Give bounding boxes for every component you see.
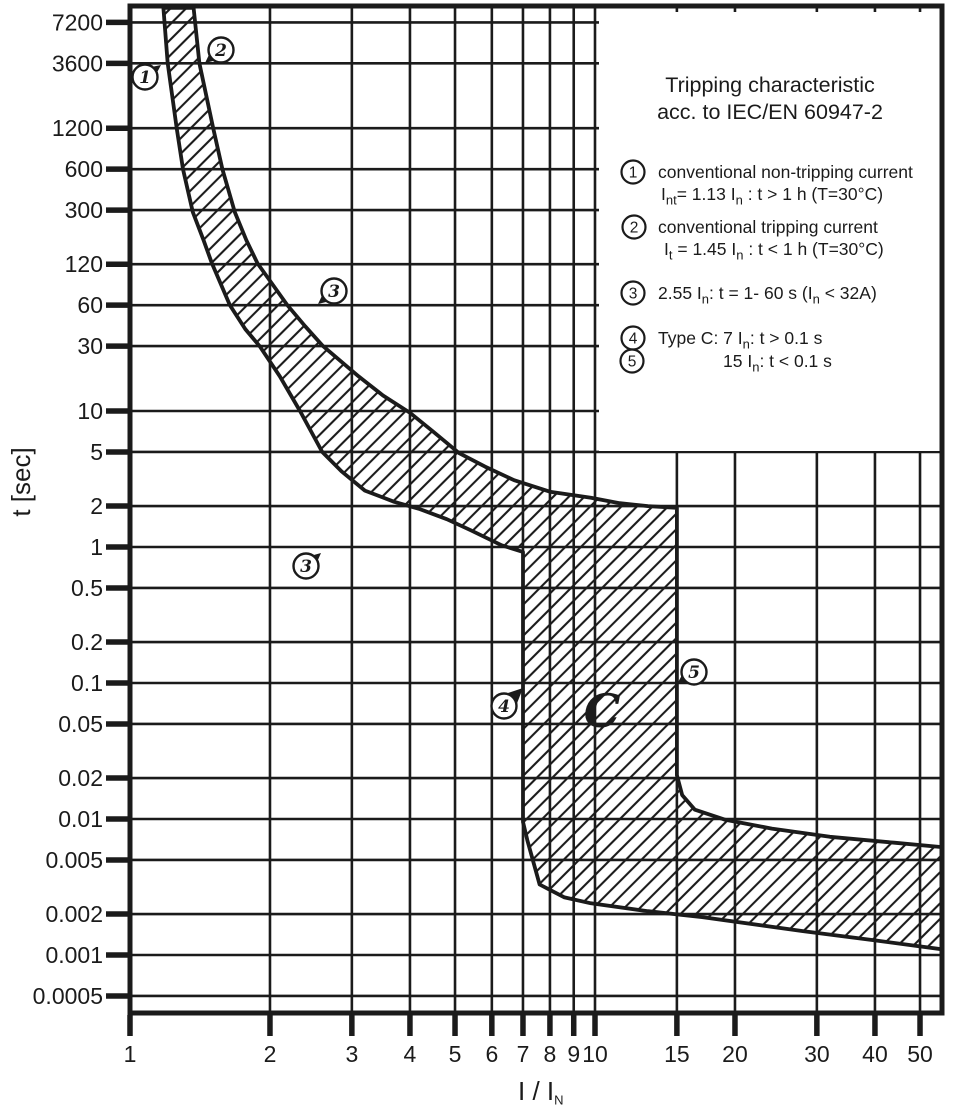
axes: 7200360012006003001206030105210.50.20.10… [6,9,933,1107]
y-tick-label: 0.0005 [33,983,103,1009]
y-tick-label: 0.001 [45,942,103,968]
x-tick-label: 2 [264,1041,277,1067]
y-tick-label: 120 [65,251,103,277]
x-tick-label: 6 [485,1041,498,1067]
legend-title-line1: Tripping characteristic [665,73,875,97]
plot-border [127,3,945,1016]
marker-number: 3 [328,282,340,302]
marker-number: 3 [300,557,312,577]
legend-item-badge-number: 3 [629,286,638,303]
x-tick-label: 15 [664,1041,690,1067]
marker-number: 2 [214,41,227,61]
y-tick-label: 7200 [52,9,103,35]
y-tick-label: 0.05 [58,711,103,737]
legend-item-text: 15 In: t < 0.1 s [723,351,832,375]
legend-title-line2: acc. to IEC/EN 60947-2 [657,100,883,124]
legend-item-badge-circle [619,348,645,374]
y-tick-label: 0.005 [45,847,103,873]
y-tick-label: 600 [65,156,103,182]
legend-item-badge-number: 5 [628,354,637,371]
y-axis-title: t [sec] [6,447,36,516]
marker-circle [490,692,518,720]
x-tick-label: 7 [517,1041,530,1067]
y-tick-label: 5 [90,439,103,465]
y-tick-label: 0.002 [45,901,103,927]
y-tick-label: 30 [77,333,103,359]
chart-marker-2: 2 [205,36,235,64]
y-tick-label: 1200 [52,115,103,141]
curve-class-label: C [584,684,621,738]
x-tick-label: 4 [404,1041,417,1067]
tripping-band [161,6,942,952]
x-tick-label: 40 [862,1041,888,1067]
marker-circle [131,63,159,91]
chart-marker-3: 3 [318,277,348,305]
legend-item-badge-circle [620,280,646,306]
x-tick-label: 8 [544,1041,557,1067]
legend-item-3: 3 2.55 In: t = 1- 60 s (In < 32A) [620,280,877,307]
chart-marker-4: 4 [490,688,523,720]
legend-item-text: conventional non-tripping current [658,162,913,182]
legend-item-badge-circle [620,159,646,185]
x-tick-label: 10 [582,1041,608,1067]
x-tick-label: 9 [567,1041,580,1067]
chart-markers: 1 2 3 3 4 5 [131,36,708,720]
x-tick-label: 3 [345,1041,358,1067]
x-tick-label: 30 [804,1041,830,1067]
y-tick-label: 10 [77,398,103,424]
marker-circle [680,658,708,686]
y-tick-label: 3600 [52,50,103,76]
legend-panel [599,12,940,451]
marker-circle [320,277,348,305]
marker-number: 1 [139,68,151,88]
legend-item-badge-circle [621,214,647,240]
marker-circle [207,36,235,64]
legend-item-text: Type C: 7 In: t > 0.1 s [658,328,823,352]
x-tick-label: 1 [124,1041,137,1067]
marker-circle [292,552,320,580]
x-tick-label: 5 [449,1041,462,1067]
marker-arrow-icon [506,688,523,705]
y-tick-label: 60 [77,292,103,318]
tripping-band-outline [161,6,942,952]
y-tick-label: 0.02 [58,765,103,791]
legend-item-text: 2.55 In: t = 1- 60 s (In < 32A) [658,283,877,307]
chart-marker-1: 1 [131,63,161,91]
legend-item-4: 4 Type C: 7 In: t > 0.1 s [620,325,823,352]
chart-marker-5: 5 [677,658,708,686]
y-tick-label: 2 [90,493,103,519]
legend-item-5: 5 15 In: t < 0.1 s [619,348,832,375]
legend-item-text: conventional tripping current [658,217,878,237]
chart-marker-3: 3 [292,552,321,580]
x-tick-label: 50 [907,1041,933,1067]
legend-item-text: Int= 1.13 In : t > 1 h (T=30°C) [661,184,883,208]
marker-number: 4 [498,697,510,717]
y-tick-label: 0.01 [58,806,103,832]
y-tick-label: 0.5 [71,575,103,601]
marker-number: 5 [688,663,700,683]
legend-item-badge-number: 1 [629,165,638,182]
y-tick-label: 1 [90,534,103,560]
legend: Tripping characteristic acc. to IEC/EN 60… [619,73,913,375]
legend-item-text: It = 1.45 In : t < 1 h (T=30°C) [664,239,884,263]
x-axis-title: I / IN [518,1076,564,1108]
y-tick-label: 0.1 [71,670,103,696]
x-tick-label: 20 [722,1041,748,1067]
legend-item-badge-number: 2 [630,220,639,237]
y-tick-label: 0.2 [71,629,103,655]
y-tick-label: 300 [65,197,103,223]
legend-item-badge-number: 4 [629,331,638,348]
